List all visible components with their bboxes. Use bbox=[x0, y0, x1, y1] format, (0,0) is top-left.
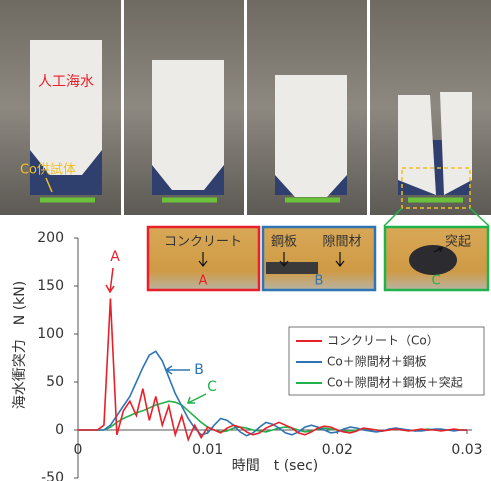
y-axis-label: 海水衝突力 N (kN) bbox=[12, 281, 28, 409]
x-tick-label: 0.01 bbox=[192, 442, 223, 458]
x-tick-label: 0.02 bbox=[322, 442, 353, 458]
y-tick-label: -50 bbox=[41, 470, 64, 481]
inset-label: A bbox=[199, 274, 208, 289]
annotation: A bbox=[110, 249, 120, 265]
legend-label: Co＋隙間材＋鋼板＋突起 bbox=[327, 375, 463, 390]
photo-strip: 人工海水 Co供試体 bbox=[0, 0, 491, 226]
insets: コンクリート A 鋼板 隙間材 B 突起 C bbox=[148, 227, 488, 290]
x-tick-label: 0 bbox=[74, 442, 83, 458]
annotation: B bbox=[194, 362, 204, 378]
annotation: C bbox=[207, 379, 217, 395]
photo-label: Co供試体 bbox=[20, 162, 76, 178]
y-tick-label: 100 bbox=[37, 326, 64, 342]
inset-label: コンクリート bbox=[164, 235, 242, 250]
inset-label: B bbox=[315, 274, 324, 289]
inset-label: 隙間材 bbox=[322, 235, 361, 250]
y-tick-label: 50 bbox=[46, 374, 64, 390]
y-tick-label: 200 bbox=[37, 230, 64, 246]
y-tick-label: 150 bbox=[37, 278, 64, 294]
legend-label: コンクリート（Co） bbox=[327, 334, 439, 348]
inset-label: 突起 bbox=[445, 234, 471, 250]
legend-label: Co＋隙間材＋鋼板 bbox=[327, 355, 427, 369]
inset-label: C bbox=[431, 274, 440, 289]
x-axis-label: 時間 t (sec) bbox=[232, 458, 318, 474]
photo-label: 人工海水 bbox=[38, 74, 94, 90]
figure: 人工海水 Co供試体 コンクリート A 鋼板 隙間材 B 突起 C 海水衝突力 … bbox=[0, 0, 491, 481]
legend: コンクリート（Co） Co＋隙間材＋鋼板 Co＋隙間材＋鋼板＋突起 bbox=[289, 327, 484, 395]
inset-label: 鋼板 bbox=[271, 235, 297, 250]
y-tick-label: 0 bbox=[55, 422, 64, 438]
x-tick-label: 0.03 bbox=[451, 442, 482, 458]
